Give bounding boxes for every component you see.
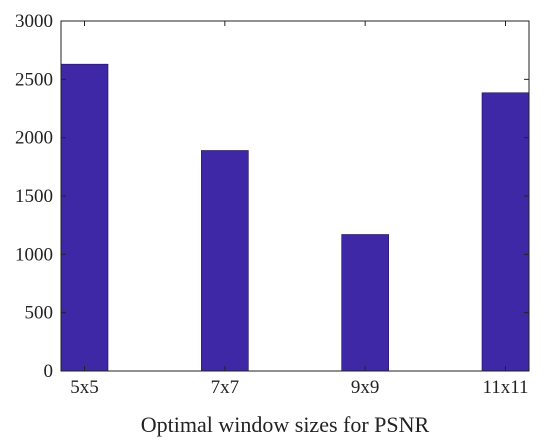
y-tick-label: 1000 (15, 244, 53, 265)
y-tick-label: 1500 (15, 186, 53, 207)
plot-frame (60, 20, 530, 372)
y-tick-label: 0 (44, 361, 54, 382)
y-tick-label: 2500 (15, 69, 53, 90)
bar-9x9 (341, 234, 389, 372)
bar-7x7 (201, 150, 249, 372)
bar-11x11 (481, 92, 530, 372)
y-tick-label: 3000 (15, 11, 53, 32)
x-tick-label: 9x9 (351, 377, 380, 398)
x-tick-label: 5x5 (70, 377, 99, 398)
y-tick-label: 2000 (15, 128, 53, 149)
x-tick-label: 7x7 (211, 377, 240, 398)
bar-5x5 (60, 63, 109, 372)
y-tick-label: 500 (25, 303, 54, 324)
ticks-layer (61, 20, 529, 372)
x-axis-title: Optimal window sizes for PSNR (141, 412, 430, 437)
tick-labels-layer: 5x5 7x7 9x9 11x11 0 500 1000 1500 2000 2500 3000 (15, 11, 529, 398)
bars-layer (60, 63, 530, 372)
x-tick-label: 11x11 (482, 377, 528, 398)
